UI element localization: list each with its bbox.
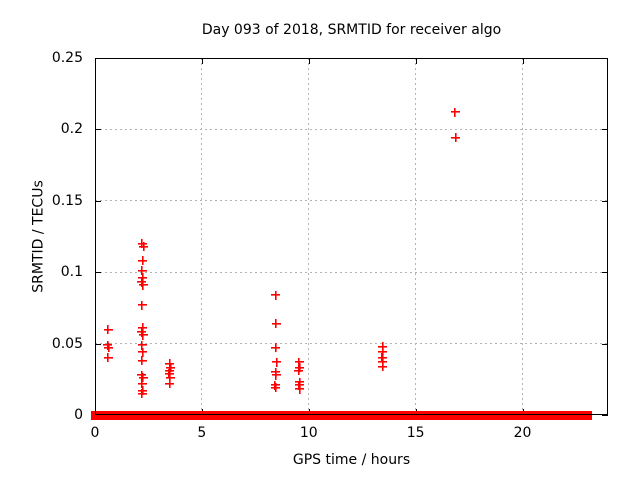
data-point-marker [294,366,304,376]
zero-value-marker-band [132,410,147,420]
zero-value-marker-band [90,410,125,420]
y-tick-mark [95,272,101,274]
data-point-marker [378,347,388,357]
y-tick-mark [95,129,101,131]
chart-title: Day 093 of 2018, SRMTID for receiver alg… [201,22,502,38]
data-point-marker [137,340,147,350]
data-point-marker [294,357,304,367]
zero-value-marker-band [394,410,523,420]
x-tick-mark [522,58,524,64]
plot-area [90,58,608,420]
zero-value-marker-band [162,410,205,420]
y-tick-label: 0.2 [60,121,83,138]
y-gridline [95,200,608,202]
data-point-marker [138,347,148,357]
data-point-marker [138,330,148,340]
zero-value-marker-band [220,410,276,420]
x-tick-label: 0 [90,425,100,441]
zero-value-marker-band [119,410,136,420]
zero-value-marker-band [515,410,583,420]
y-tick-mark [602,415,608,416]
zero-value-marker-band [278,410,291,420]
zero-value-marker-band [140,410,164,420]
data-point-marker [450,107,460,117]
data-point-marker [271,290,281,300]
data-point-marker [271,383,281,393]
data-point-marker [138,373,148,383]
data-point-marker [377,361,387,371]
zero-value-marker-band [197,410,228,420]
data-point-marker [138,280,148,290]
y-tick-label: 0.15 [51,192,83,209]
data-point-marker [103,324,113,334]
data-point-marker [103,343,113,353]
zero-value-marker-band [286,410,344,420]
data-point-marker [165,379,175,389]
x-gridline [415,58,417,415]
y-gridline [95,128,608,130]
zero-value-marker-band [377,410,402,420]
data-point-marker [137,379,147,389]
x-tick-label: 5 [197,425,207,441]
data-point-marker [271,370,281,380]
x-gridline [522,58,523,415]
y-tick-label: 0.1 [60,264,83,281]
data-point-marker [137,266,147,276]
y-tick-label: 0.05 [51,335,83,352]
data-point-marker [137,389,147,399]
y-gridline [95,271,608,273]
x-tick-label: 15 [406,425,425,441]
data-point-marker [165,373,175,383]
y-tick-label: 0.25 [51,50,83,66]
data-point-marker [137,300,147,310]
zero-value-marker-band [346,410,372,420]
y-tick-label: 0 [74,407,83,423]
y-gridline [95,343,608,345]
data-point-marker [271,319,281,329]
y-tick-mark [602,129,608,131]
zero-value-marker-band [369,410,385,420]
data-point-marker [271,343,281,353]
data-point-marker [138,241,148,251]
data-point-marker [137,356,147,366]
x-gridline [308,58,310,415]
x-tick-label: 20 [513,425,532,441]
y-tick-mark [95,343,101,345]
y-tick-mark [602,272,608,274]
data-point-marker [271,357,281,367]
data-point-marker [377,341,387,351]
x-tick-label: 10 [299,425,318,441]
y-tick-mark [602,58,608,59]
zero-value-marker-band [269,410,286,420]
data-point-marker [451,133,461,143]
x-tick-mark [415,58,417,64]
data-point-marker [103,353,113,363]
zero-value-marker-band [576,410,593,420]
y-tick-mark [602,200,608,202]
y-tick-mark [602,343,608,345]
x-tick-mark [308,58,310,64]
zero-value-marker-band [336,410,354,420]
x-tick-mark [201,58,203,64]
x-gridline [201,58,203,415]
x-axis-label: GPS time / hours [292,452,411,468]
y-tick-mark [95,200,101,202]
y-axis-label: SRMTID / TECUs [30,180,47,293]
data-point-marker [295,384,305,394]
data-point-marker [137,256,147,266]
y-tick-mark [95,58,101,59]
